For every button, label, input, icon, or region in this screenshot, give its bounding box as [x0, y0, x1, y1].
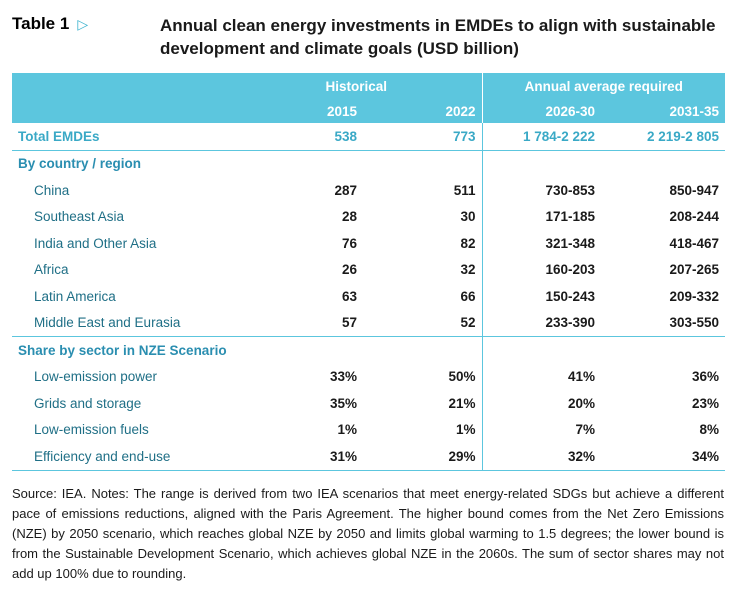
cell-2015: 31%	[265, 443, 363, 471]
investment-table-container: Historical Annual average required 2015 …	[12, 73, 725, 471]
cell-2015: 35%	[329, 395, 357, 411]
cell-2022: 773	[363, 123, 482, 151]
table-row: India and Other Asia 76 82 321-348 418-4…	[12, 230, 725, 257]
cell-2031-35: 208-244	[669, 209, 719, 225]
header-year-2015: 2015	[326, 103, 357, 119]
table-title: Annual clean energy investments in EMDEs…	[160, 16, 716, 58]
row-label: Southeast Asia	[34, 209, 125, 225]
table-row: Low-emission power 33% 50% 41% 36%	[12, 363, 725, 390]
table-row: Southeast Asia 28 30 171-185 208-244	[12, 203, 725, 230]
table-label: Table 1 ▷	[12, 14, 88, 34]
table-header: Historical Annual average required 2015 …	[12, 73, 725, 123]
cell-2015: 33%	[329, 369, 357, 385]
header-year-2031-35: 2031-35	[669, 103, 719, 119]
table-row: Africa 26 32 160-203 207-265	[12, 256, 725, 283]
empty-cell	[601, 336, 725, 364]
cell-2031-35: 34%	[601, 443, 725, 471]
header-empty-cell	[12, 99, 265, 123]
cell-2026-30: 1 784-2 222	[481, 123, 601, 151]
cell-2022: 66	[460, 288, 476, 304]
cell-2015: 287	[334, 182, 357, 198]
investment-table: Historical Annual average required 2015 …	[12, 73, 725, 471]
header-annual-required: Annual average required	[481, 73, 725, 99]
cell-2026-30: 321-348	[481, 230, 601, 257]
cell-2015: 28	[341, 209, 357, 225]
cell-2026-30: 233-390	[481, 309, 601, 337]
table-number: Table 1	[12, 14, 70, 33]
header-year-2022: 2022	[445, 103, 476, 119]
row-label: Low-emission fuels	[34, 422, 149, 438]
cell-2031-35: 303-550	[669, 315, 719, 331]
cell-2031-35: 2 219-2 805	[601, 123, 725, 151]
cell-2015: 76	[341, 235, 357, 251]
cell-2031-35: 209-332	[669, 288, 719, 304]
row-label: China	[34, 182, 70, 198]
cell-2031-35: 850-947	[669, 182, 719, 198]
cell-2022: 82	[460, 235, 476, 251]
cell-2026-30: 7%	[481, 416, 601, 443]
cell-2026-30: 20%	[481, 390, 601, 417]
row-label: Middle East and Eurasia	[34, 315, 181, 331]
empty-cell	[601, 150, 725, 177]
table-row: Middle East and Eurasia 57 52 233-390 30…	[12, 309, 725, 337]
table-row: China 287 511 730-853 850-947	[12, 177, 725, 204]
empty-cell	[265, 336, 363, 364]
table-row: Grids and storage 35% 21% 20% 23%	[12, 390, 725, 417]
cell-2026-30: 171-185	[481, 203, 601, 230]
cell-2015: 57	[341, 315, 357, 331]
cell-2022: 30	[460, 209, 476, 225]
empty-cell	[363, 150, 482, 177]
cell-2015: 63	[341, 288, 357, 304]
cell-2031-35: 23%	[691, 395, 719, 411]
header-historical: Historical	[325, 78, 388, 94]
cell-2022: 52	[460, 315, 476, 331]
row-label: Latin America	[34, 288, 116, 304]
cell-2031-35: 8%	[699, 422, 719, 438]
empty-cell	[481, 336, 601, 364]
title-row: Table 1 ▷ Annual clean energy investments…	[12, 14, 725, 74]
cell-2031-35: 207-265	[669, 262, 719, 278]
cell-2022: 21%	[448, 395, 476, 411]
cell-2022: 29%	[363, 443, 482, 471]
cell-2026-30: 41%	[481, 363, 601, 390]
header-group-row: Historical Annual average required	[12, 73, 725, 99]
triangle-right-icon: ▷	[77, 16, 89, 32]
table-row: Low-emission fuels 1% 1% 7% 8%	[12, 416, 725, 443]
cell-2026-30: 160-203	[481, 256, 601, 283]
row-label: Grids and storage	[34, 395, 142, 411]
row-label: India and Other Asia	[34, 235, 157, 251]
cell-2026-30: 150-243	[481, 283, 601, 310]
row-label: Africa	[34, 262, 69, 278]
section-label: By country / region	[12, 149, 265, 177]
header-empty-cell	[12, 73, 265, 99]
source-note: Source: IEA. Notes: The range is derived…	[12, 486, 724, 581]
empty-cell	[363, 336, 482, 364]
empty-cell	[481, 150, 601, 177]
total-row: Total EMDEs 538 773 1 784-2 222 2 219-2 …	[12, 123, 725, 151]
empty-cell	[265, 150, 363, 177]
cell-2026-30: 32%	[481, 443, 601, 471]
cell-2015: 1%	[337, 422, 357, 438]
cell-2022: 1%	[455, 422, 476, 438]
row-label: Total EMDEs	[12, 123, 265, 151]
row-label: Low-emission power	[34, 369, 158, 385]
cell-2022: 32	[460, 262, 476, 278]
section-heading-region: By country / region	[12, 149, 725, 177]
cell-2026-30: 730-853	[481, 177, 601, 204]
table-row: Efficiency and end-use 31% 29% 32% 34%	[12, 443, 725, 471]
table-row: Latin America 63 66 150-243 209-332	[12, 283, 725, 310]
row-label: Efficiency and end-use	[12, 443, 265, 471]
cell-2022: 511	[453, 182, 476, 198]
cell-2015: 538	[265, 123, 363, 151]
table-body: Total EMDEs 538 773 1 784-2 222 2 219-2 …	[12, 123, 725, 471]
header-year-row: 2015 2022 2026-30 2031-35	[12, 99, 725, 123]
cell-2022: 50%	[448, 369, 476, 385]
cell-2031-35: 36%	[691, 369, 719, 385]
section-label: Share by sector in NZE Scenario	[12, 336, 265, 364]
section-heading-sector: Share by sector in NZE Scenario	[12, 336, 725, 364]
header-year-2026-30: 2026-30	[481, 99, 601, 123]
cell-2015: 26	[341, 262, 357, 278]
cell-2031-35: 418-467	[669, 235, 719, 251]
